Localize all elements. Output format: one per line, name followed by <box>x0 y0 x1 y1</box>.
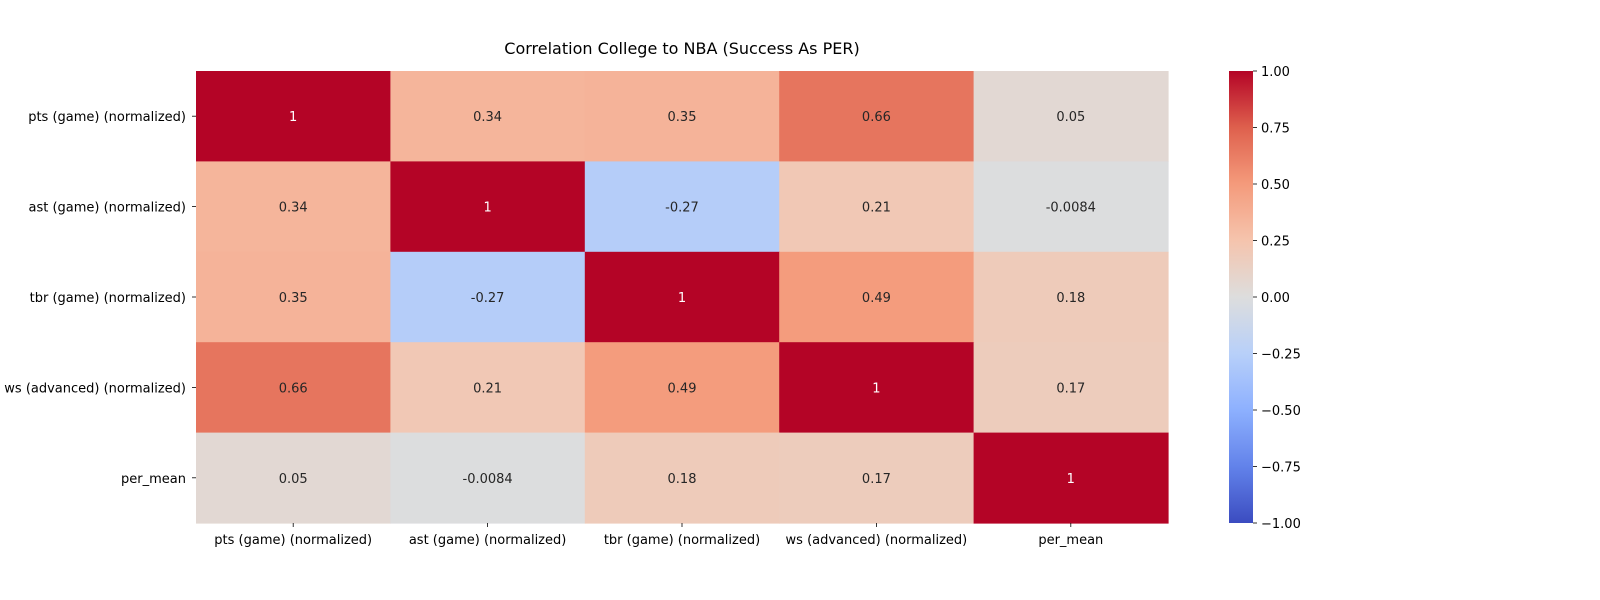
colorbar-tick-label: 0.50 <box>1261 178 1290 193</box>
cell-value-label: 0.05 <box>1056 110 1085 125</box>
heatmap-cell <box>196 71 391 162</box>
heatmap-cell <box>973 161 1169 253</box>
cell-value-label: -0.0084 <box>463 472 513 487</box>
x-tick-label: ast (game) (normalized) <box>409 533 567 548</box>
cell-value-label: 1 <box>1067 472 1075 487</box>
cell-value-label: 0.05 <box>279 472 308 487</box>
colorbar-gradient <box>1229 71 1253 523</box>
heatmap-cell <box>390 432 586 524</box>
heatmap-cell <box>973 342 1169 434</box>
cell-value-label: 0.21 <box>473 381 502 396</box>
cell-value-label: 1 <box>289 110 297 125</box>
x-tick-label: per_mean <box>1038 533 1103 548</box>
heatmap-cell <box>196 251 391 343</box>
heatmap-cell <box>779 432 975 524</box>
colorbar-tick-label: 1.00 <box>1261 65 1290 80</box>
colorbar-tick-label: 0.25 <box>1261 235 1290 250</box>
heatmap-cell <box>390 161 586 253</box>
cell-value-label: -0.27 <box>665 201 699 216</box>
cell-value-label: 0.21 <box>862 201 891 216</box>
heatmap-cell <box>584 432 780 524</box>
heatmap-cell <box>779 342 975 434</box>
heatmap-cell <box>973 71 1169 162</box>
cell-value-label: 0.35 <box>668 110 697 125</box>
cell-value-label: 0.17 <box>862 472 891 487</box>
heatmap-cell <box>390 71 586 162</box>
cell-value-label: 0.66 <box>862 110 891 125</box>
y-tick-label: tbr (game) (normalized) <box>30 291 186 306</box>
cell-value-label: 1 <box>872 381 880 396</box>
heatmap-cell <box>196 342 391 434</box>
heatmap-cell <box>584 251 780 343</box>
cell-value-label: -0.27 <box>471 291 505 306</box>
heatmap-cell <box>196 161 391 253</box>
colorbar-tick-label: −0.25 <box>1261 348 1301 363</box>
y-tick-label: ast (game) (normalized) <box>28 201 186 216</box>
cell-value-label: 0.18 <box>668 472 697 487</box>
colorbar-tick-label: −0.75 <box>1261 461 1301 476</box>
heatmap-cell <box>779 251 975 343</box>
cell-value-label: 1 <box>678 291 686 306</box>
cell-value-label: 0.66 <box>279 381 308 396</box>
y-tick-label: per_mean <box>121 472 186 487</box>
y-tick-label: pts (game) (normalized) <box>28 110 186 125</box>
heatmap-cell <box>779 161 975 253</box>
cell-value-label: 0.17 <box>1056 381 1085 396</box>
heatmap-cell <box>973 251 1169 343</box>
colorbar-tick-label: −0.50 <box>1261 404 1301 419</box>
colorbar-tick-label: 0.75 <box>1261 122 1290 137</box>
chart-title: Correlation College to NBA (Success As P… <box>504 39 859 58</box>
heatmap-cell <box>390 251 586 343</box>
heatmap-cell <box>584 71 780 162</box>
cell-value-label: 1 <box>483 201 491 216</box>
y-tick-labels: pts (game) (normalized) ast (game) (norma… <box>4 110 196 487</box>
cell-value-label: 0.34 <box>279 201 308 216</box>
heatmap-cell <box>390 342 586 434</box>
colorbar-tick-label: −1.00 <box>1261 517 1301 532</box>
x-tick-labels: pts (game) (normalized) ast (game) (norma… <box>214 523 1103 548</box>
cell-value-label: 0.18 <box>1056 291 1085 306</box>
heatmap-cell <box>973 432 1169 524</box>
y-tick-label: ws (advanced) (normalized) <box>4 381 186 396</box>
heatmap-cell <box>196 432 391 524</box>
x-tick-label: ws (advanced) (normalized) <box>786 533 968 548</box>
colorbar: 1.00 0.75 0.50 0.25 0.00 −0.25 −0.50 −0.75 −1.00 <box>1229 65 1301 532</box>
heatmap-cell <box>584 161 780 253</box>
heatmap-cells: 1 0.34 0.35 0.66 0.05 0.34 1 -0.27 0.21 -0.0084 0.… <box>196 71 1169 524</box>
colorbar-tick-label: 0.00 <box>1261 291 1290 306</box>
x-tick-label: tbr (game) (normalized) <box>604 533 760 548</box>
cell-value-label: -0.0084 <box>1046 201 1096 216</box>
heatmap-cell <box>584 342 780 434</box>
x-tick-label: pts (game) (normalized) <box>214 533 372 548</box>
cell-value-label: 0.49 <box>862 291 891 306</box>
cell-value-label: 0.34 <box>473 110 502 125</box>
cell-value-label: 0.35 <box>279 291 308 306</box>
cell-value-label: 0.49 <box>668 381 697 396</box>
heatmap-cell <box>779 71 975 162</box>
